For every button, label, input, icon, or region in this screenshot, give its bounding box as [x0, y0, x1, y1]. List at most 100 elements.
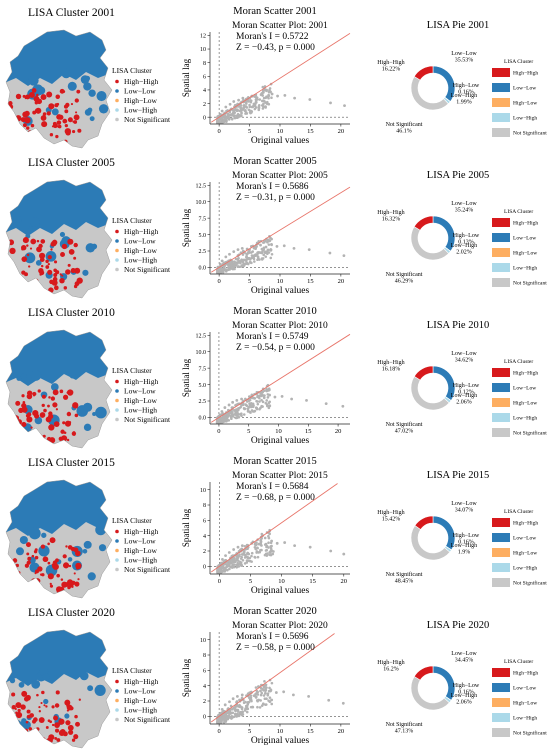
- map-high-high-patch: [26, 560, 31, 565]
- scatter-cloud-point: [247, 256, 251, 260]
- map-legend-swatch: [115, 229, 119, 234]
- scatter-cloud-point: [250, 560, 253, 563]
- map-high-high-patch: [25, 542, 31, 548]
- map-shape: [6, 480, 112, 598]
- map-high-high-patch: [53, 273, 58, 278]
- map-high-high-patch: [67, 238, 74, 245]
- scatter-z-p: Z = −0.43, p = 0.000: [236, 43, 315, 53]
- scatter-y-tick-label: 0.0: [199, 266, 207, 272]
- map-high-high-patch: [66, 438, 70, 442]
- map-legend-swatch: [115, 267, 119, 272]
- scatter-cloud-point: [218, 421, 221, 424]
- map-high-high-patch: [26, 714, 31, 719]
- pie-legend: LISA Cluster High−High Low−Low High−Low Low−…: [492, 359, 547, 437]
- map-high-high-patch: [66, 391, 70, 394]
- map-low-low-patch: [8, 419, 20, 430]
- scatter-cloud-point: [257, 108, 261, 112]
- scatter-cloud-point: [252, 694, 256, 697]
- scatter-x-tick-label: 0: [218, 278, 221, 285]
- map-high-high-patch: [30, 426, 33, 429]
- map-high-high-patch: [21, 690, 28, 697]
- scatter-cloud-point: [228, 110, 232, 114]
- pie-legend-swatch: [492, 278, 510, 287]
- scatter-point: [218, 113, 222, 116]
- scatter-point: [292, 246, 296, 250]
- pie-legend-label: Low−Low: [513, 235, 536, 241]
- map-high-high-patch: [59, 389, 64, 394]
- scatter-cloud-point: [254, 253, 257, 256]
- map-high-high-patch: [47, 262, 50, 266]
- scatter-cloud-point: [255, 407, 259, 411]
- scatter-y-tick-label: 0: [203, 115, 206, 121]
- map-high-high-patch: [22, 401, 26, 404]
- pie-label-name: Low−High: [451, 693, 477, 699]
- pie-title: LISA Pie 2020: [427, 620, 489, 631]
- map-high-high-patch: [62, 421, 66, 425]
- scatter-y-tick-label: 2: [203, 699, 206, 705]
- map-low-low-patch: [41, 532, 47, 538]
- map-high-high-patch: [64, 563, 69, 568]
- pie-label-value: 46.1%: [396, 129, 412, 135]
- scatter-cloud-point: [245, 400, 249, 403]
- pie-label-value: 34.07%: [455, 508, 474, 514]
- map-legend-label: High−High: [124, 377, 158, 386]
- scatter-cloud-point: [230, 708, 234, 711]
- scatter-point: [254, 692, 258, 696]
- scatter-title: Moran Scatter 2005: [233, 156, 316, 167]
- scatter-cloud-point: [256, 258, 259, 262]
- pie-label-value: 2.02%: [456, 250, 472, 256]
- lisa-pie-panel: LISA Pie 2015High−High15.42%Low−Low34.07…: [377, 470, 547, 587]
- map-low-low-patch: [37, 86, 46, 95]
- scatter-point: [264, 542, 268, 546]
- scatter-cloud-point: [265, 403, 269, 406]
- map-high-high-patch: [67, 545, 73, 550]
- map-high-high-patch: [61, 274, 64, 277]
- scatter-cloud-point: [269, 256, 273, 260]
- scatter-point: [253, 396, 257, 400]
- map-high-high-patch: [8, 418, 14, 423]
- scatter-cloud-point: [268, 388, 271, 392]
- map-high-high-patch: [32, 110, 37, 115]
- scatter-cloud-point: [224, 566, 227, 570]
- pie-label-name: High−High: [377, 510, 404, 516]
- map-high-high-patch: [29, 247, 33, 250]
- pie-label-name: Low−Low: [451, 651, 477, 657]
- pie-legend-label: Low−Low: [513, 385, 536, 391]
- map-high-high-patch: [33, 284, 38, 290]
- scatter-cloud-point: [239, 557, 243, 560]
- map-high-high-patch: [22, 111, 29, 118]
- map-shape: [6, 330, 112, 448]
- map-high-high-patch: [47, 719, 51, 723]
- scatter-cloud-point: [226, 115, 230, 118]
- scatter-x-tick-label: 15: [307, 728, 314, 735]
- map-high-high-patch: [28, 137, 34, 143]
- scatter-x-tick-label: 5: [249, 578, 252, 585]
- scatter-cloud-point: [237, 415, 241, 419]
- scatter-point: [240, 397, 243, 401]
- moran-scatter-panel: Moran Scatter 2010 0 5 10 15 20 0.0 2.5 5.0 7.5 10…: [181, 306, 351, 446]
- map-legend-swatch: [115, 567, 119, 572]
- pie-legend-title: LISA Cluster: [504, 209, 533, 215]
- pie-legend-label: Low−High: [513, 715, 537, 721]
- scatter-cloud-point: [262, 241, 265, 244]
- scatter-cloud-point: [243, 709, 247, 712]
- map-low-low-patch: [83, 402, 93, 412]
- pie-label-name: High−High: [377, 660, 404, 666]
- scatter-cloud-point: [236, 114, 239, 118]
- map-high-high-patch: [37, 389, 41, 393]
- scatter-cloud-point: [260, 405, 264, 408]
- scatter-cloud-point: [254, 686, 258, 689]
- pie-legend-swatch: [492, 413, 510, 422]
- scatter-cloud-point: [228, 261, 231, 265]
- scatter-point: [227, 403, 231, 407]
- map-high-high-patch: [58, 114, 64, 120]
- scatter-cloud-point: [236, 710, 240, 713]
- map-high-high-patch: [36, 285, 42, 290]
- scatter-cloud-point: [262, 686, 266, 689]
- map-outline: [5, 629, 113, 749]
- map-high-high-patch: [11, 434, 14, 437]
- scatter-point: [342, 254, 346, 257]
